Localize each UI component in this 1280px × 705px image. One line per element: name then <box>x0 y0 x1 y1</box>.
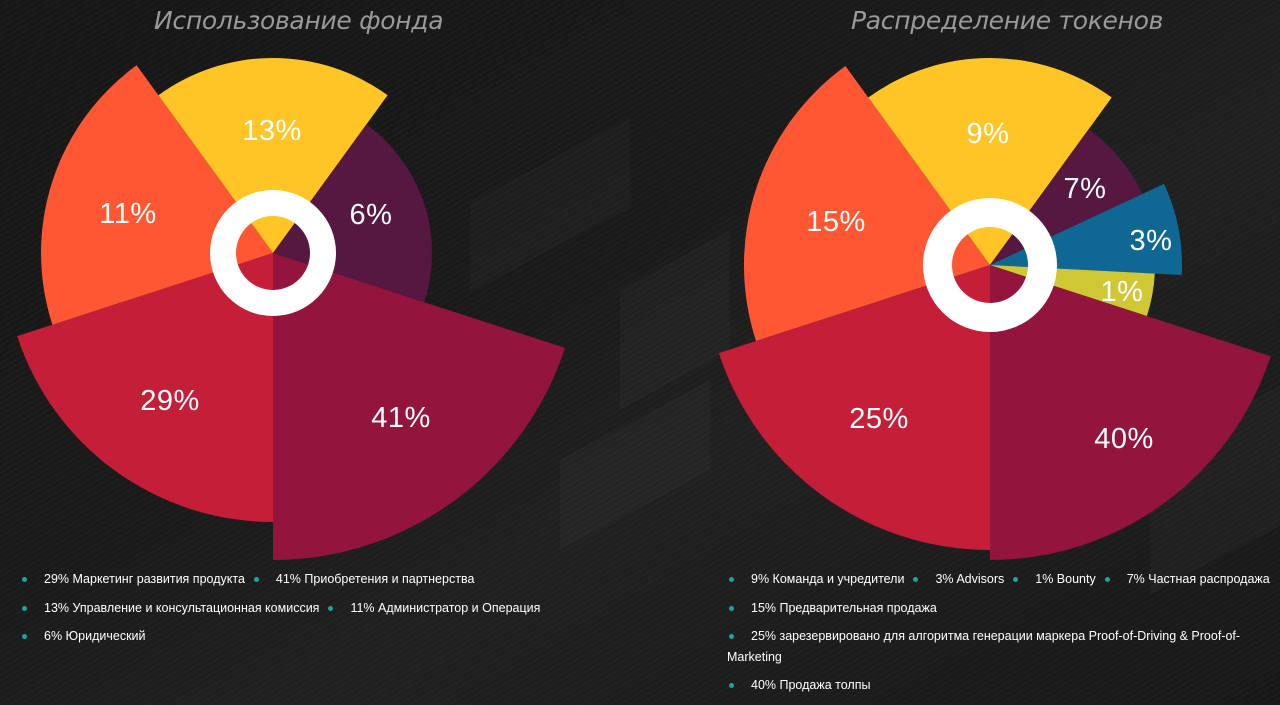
slice-label: 11% <box>99 198 156 230</box>
legend-item: 40% Продажа толпы <box>729 678 870 692</box>
chart-title-token-distribution: Распределение токенов <box>851 6 1164 35</box>
legend-label: 13% Управление и консультационная комисс… <box>44 601 320 615</box>
bullet-icon <box>913 576 919 582</box>
slice-label: 1% <box>1101 276 1144 308</box>
legend-row: 13% Управление и консультационная комисс… <box>22 601 540 615</box>
slice-label: 9% <box>967 118 1010 150</box>
legend-label: 6% Юридический <box>44 629 146 643</box>
slice-label: 25% <box>849 403 909 435</box>
legend-label: 29% Маркетинг развития продукта <box>44 572 245 586</box>
legend-label: 7% Частная распродажа <box>1126 572 1270 586</box>
slice-label: 13% <box>242 115 302 147</box>
bullet-icon <box>729 633 734 639</box>
legend-row: 29% Маркетинг развития продукта 41% Прио… <box>22 572 474 586</box>
fund-usage-chart: 41% 29% 11% 13% 6% <box>17 57 565 560</box>
chart-slice <box>158 57 388 254</box>
legend-label: 1% Bounty <box>1035 572 1096 586</box>
bullet-icon <box>729 605 734 611</box>
legend-row: 6% Юридический <box>22 629 146 643</box>
legend-item: 41% Приобретения и партнерства <box>253 572 475 586</box>
slice-label: 7% <box>1064 173 1107 205</box>
legend-label: 9% Команда и учредители <box>751 572 905 586</box>
chart-title-fund-usage: Использование фонда <box>154 6 444 35</box>
center-ring-icon <box>210 190 336 316</box>
bullet-icon <box>729 682 734 688</box>
legend-item: 15% Предварительная продажа <box>729 601 937 615</box>
legend-item: 3% Advisors <box>913 572 1004 586</box>
legend-item: 29% Маркетинг развития продукта <box>22 572 245 586</box>
legend-row: 15% Предварительная продажа <box>729 601 937 615</box>
chart-slice <box>17 253 274 522</box>
bullet-icon <box>1013 576 1019 582</box>
legend-item: 13% Управление и консультационная комисс… <box>22 601 319 615</box>
bullet-icon <box>1104 576 1110 582</box>
chart-slice <box>990 265 1271 560</box>
legend-label: 3% Advisors <box>935 572 1005 586</box>
token-distribution-chart: 40% 25% 15% 9% 7% 3% 1% <box>718 57 1271 560</box>
legend-row-wrap: Marketing <box>727 650 782 664</box>
legend-row: 25% зарезервировано для алгоритма генера… <box>729 629 1240 643</box>
bullet-icon <box>328 605 334 611</box>
legend-item: 6% Юридический <box>22 629 146 643</box>
slice-label: 3% <box>1130 225 1173 257</box>
legend-item: 1% Bounty <box>1013 572 1096 586</box>
legend-row: 40% Продажа толпы <box>729 678 870 692</box>
slice-label: 40% <box>1094 423 1154 455</box>
bullet-icon <box>22 605 27 611</box>
slice-label: 6% <box>350 199 393 231</box>
center-ring-icon <box>923 198 1057 332</box>
chart-slice <box>868 57 1112 266</box>
legend-item: 7% Частная распродажа <box>1104 572 1270 586</box>
legend-item: 25% зарезервировано для алгоритма генера… <box>729 629 1240 643</box>
chart-slice <box>273 253 565 560</box>
slice-label: 15% <box>806 206 866 238</box>
bullet-icon <box>253 576 259 582</box>
legend-item: 11% Администратор и Операция <box>328 601 540 615</box>
bullet-icon <box>22 576 27 582</box>
slice-label: 41% <box>371 402 431 434</box>
legend-row: 9% Команда и учредители 3% Advisors 1% B… <box>729 572 1270 586</box>
bullet-icon <box>22 633 27 639</box>
legend-label: 25% зарезервировано для алгоритма генера… <box>751 629 1241 643</box>
chart-slice <box>718 265 990 550</box>
slice-label: 29% <box>140 385 200 417</box>
legend-label: 15% Предварительная продажа <box>751 601 937 615</box>
legend-label-continuation: Marketing <box>727 650 782 664</box>
bullet-icon <box>729 576 734 582</box>
legend-label: 40% Продажа толпы <box>751 678 871 692</box>
legend-label: 11% Администратор и Операция <box>350 601 541 615</box>
legend-label: 41% Приобретения и партнерства <box>275 572 475 586</box>
legend-item: 9% Команда и учредители <box>729 572 904 586</box>
